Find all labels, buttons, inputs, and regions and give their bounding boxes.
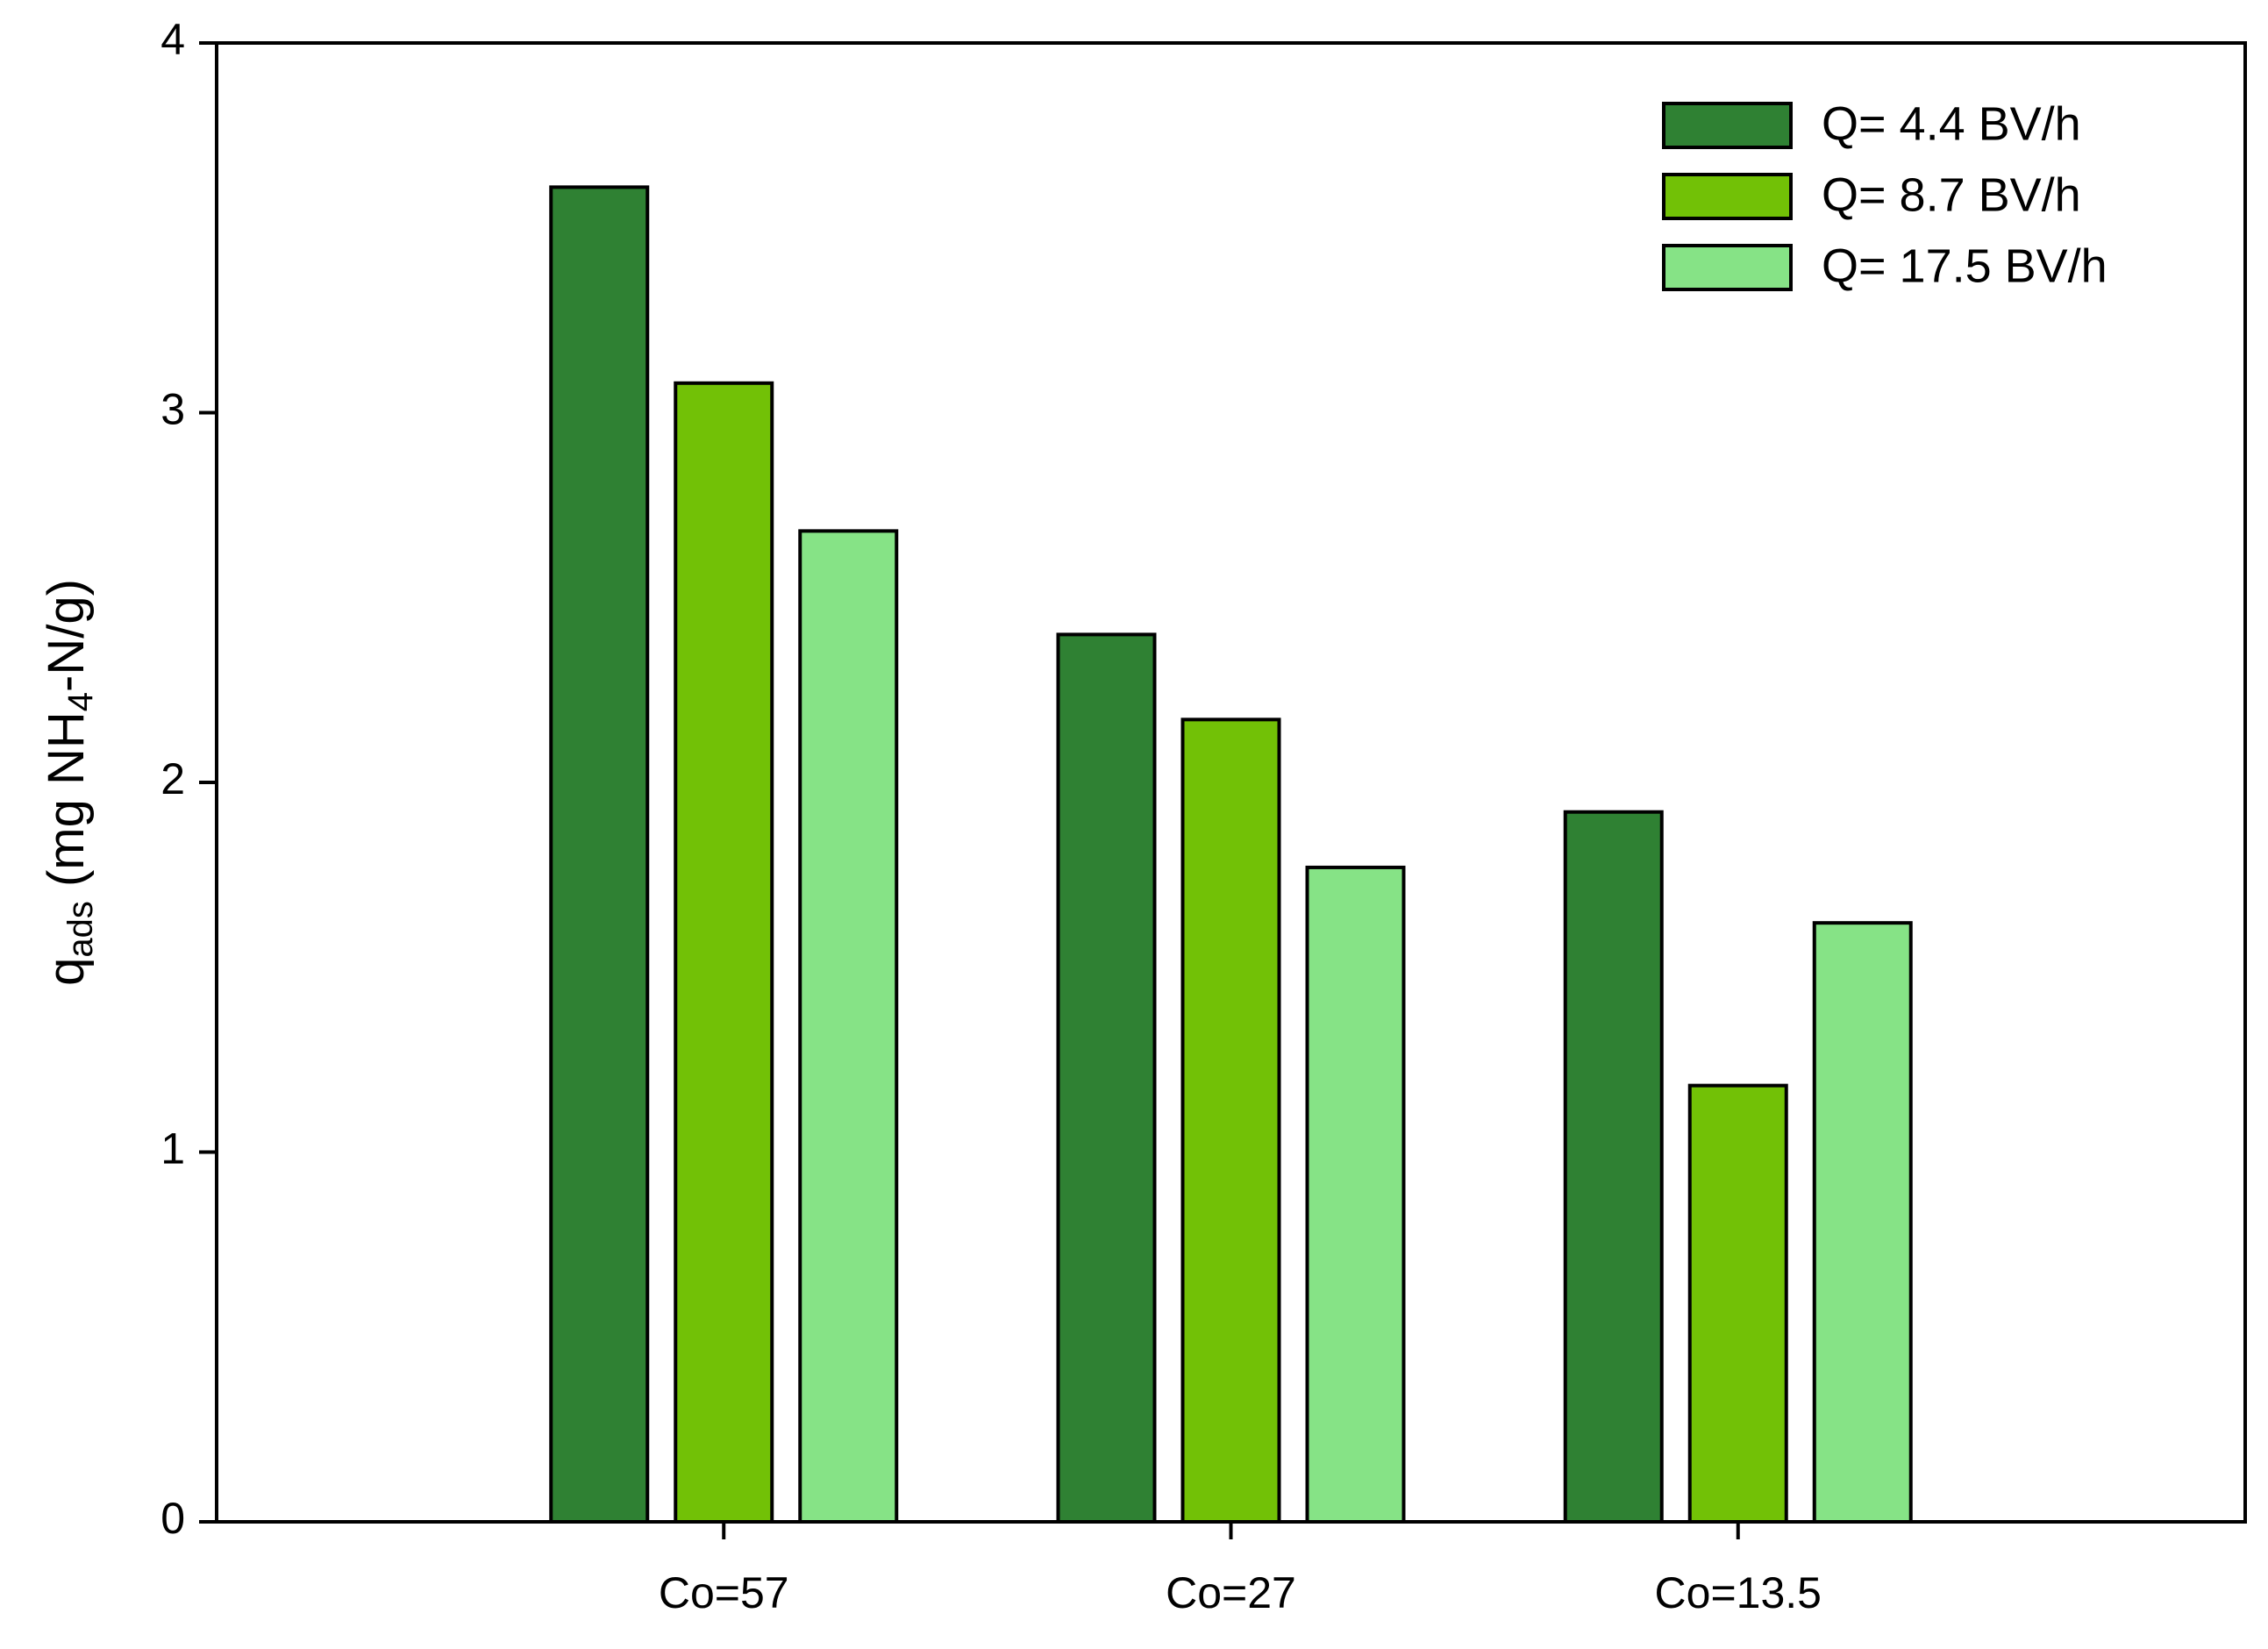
y-tick-label: 2 xyxy=(160,754,185,803)
bar xyxy=(1687,1083,1788,1524)
legend-swatch xyxy=(1662,173,1793,220)
y-tick-label: 4 xyxy=(160,15,185,64)
legend-label: Q= 4.4 BV/h xyxy=(1822,97,2081,150)
y-axis-label: qads (mg NH4-N/g) xyxy=(38,579,99,986)
bar xyxy=(674,381,774,1524)
legend-label: Q= 8.7 BV/h xyxy=(1822,168,2081,221)
y-tick-label: 0 xyxy=(160,1494,185,1543)
y-label-part: (mg NH xyxy=(38,711,95,901)
bar xyxy=(549,185,650,1524)
legend-label: Q= 17.5 BV/h xyxy=(1822,239,2108,292)
bar xyxy=(798,529,899,1524)
x-tick-label: Co=57 xyxy=(659,1568,789,1617)
bar xyxy=(1305,865,1406,1524)
legend-swatch xyxy=(1662,244,1793,291)
bar xyxy=(1563,810,1664,1524)
y-tick-label: 3 xyxy=(160,385,185,434)
y-tick-label: 1 xyxy=(160,1124,185,1174)
y-label-part: q xyxy=(38,958,95,986)
y-label-part: -N/g) xyxy=(38,579,95,692)
y-label-sub: ads xyxy=(61,901,100,958)
bar xyxy=(1180,717,1281,1524)
legend-swatch xyxy=(1662,102,1793,149)
x-tick-label: Co=13.5 xyxy=(1655,1568,1822,1617)
bar xyxy=(1056,632,1157,1524)
bar xyxy=(1812,921,1913,1524)
y-label-sub: 4 xyxy=(61,692,100,711)
x-tick-label: Co=27 xyxy=(1166,1568,1296,1617)
